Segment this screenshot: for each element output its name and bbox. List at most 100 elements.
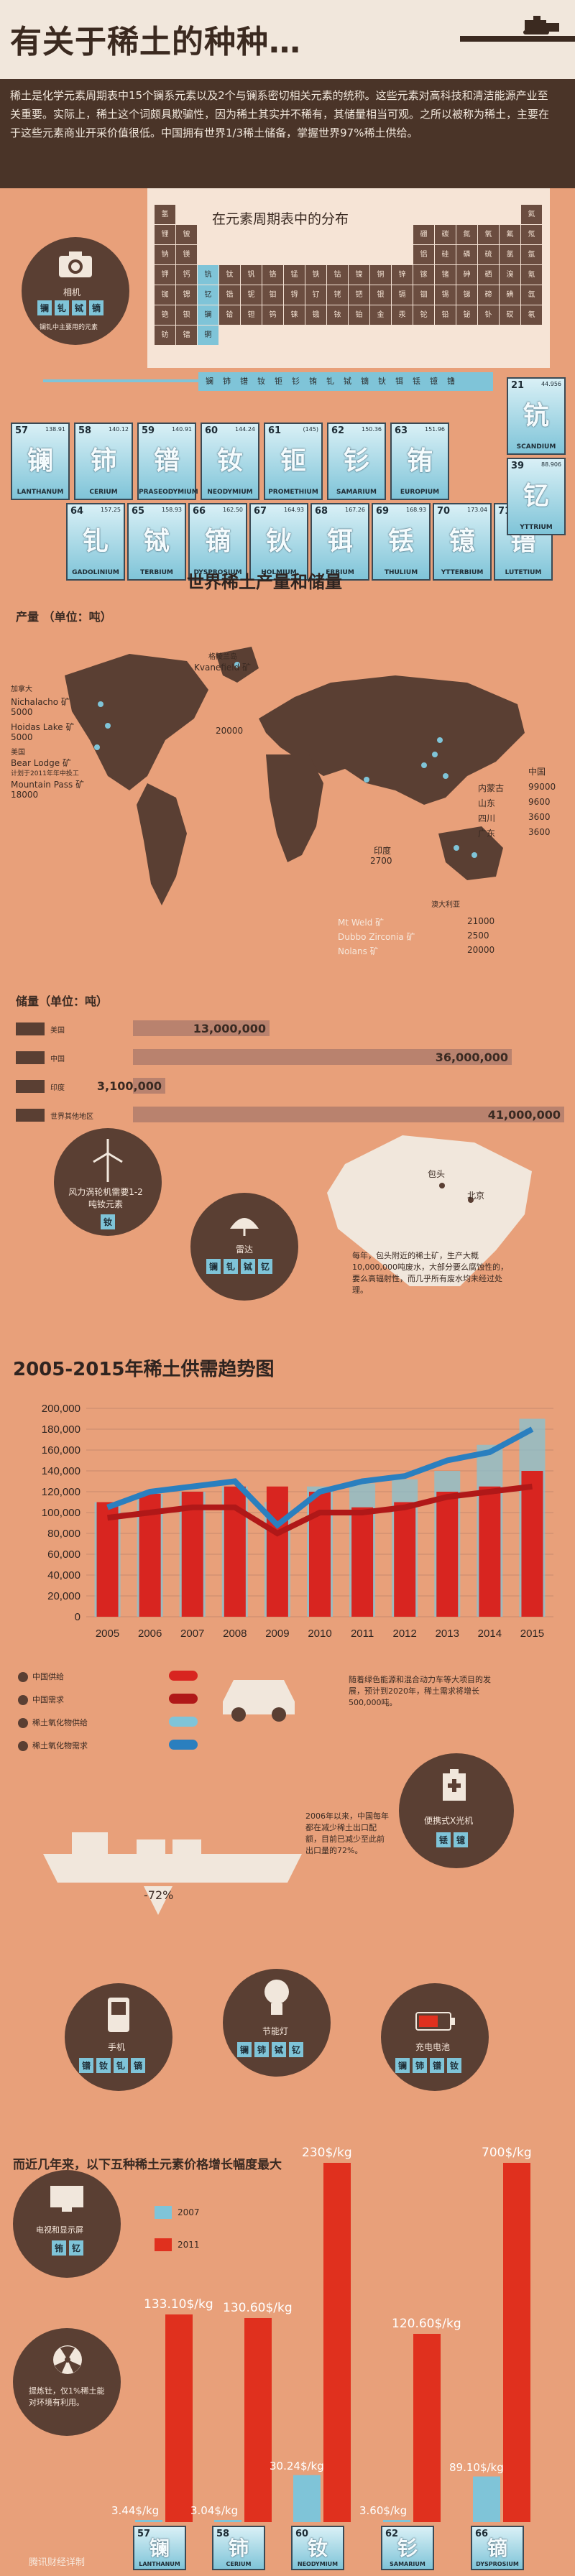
element-cell: 氢 bbox=[155, 205, 175, 224]
kvanefield-value: 20000 bbox=[216, 726, 244, 736]
element-card: 39 88.906 钇 YTTRIUM bbox=[507, 458, 566, 535]
price-bar-2011 bbox=[244, 2318, 272, 2522]
nichalacho-value: 5000 bbox=[11, 707, 33, 717]
element-symbol: 镝 bbox=[487, 2536, 507, 2560]
phone-tag: 钆 bbox=[114, 2058, 129, 2073]
camera-tag: 镧 bbox=[37, 300, 52, 315]
reserve-flag bbox=[16, 1022, 45, 1035]
element-cell: 钠 bbox=[155, 245, 175, 264]
element-mass: 140.12 bbox=[109, 426, 129, 433]
element-cell: 镓 bbox=[413, 265, 434, 285]
element-cell: 锰 bbox=[284, 265, 305, 285]
tv-tag: 铕 bbox=[52, 2240, 67, 2256]
element-number: 66 bbox=[193, 506, 206, 517]
battery-tags: 镧铈镨钕 bbox=[394, 2058, 463, 2073]
element-cell: 锌 bbox=[392, 265, 413, 285]
radar-tag: 铽 bbox=[241, 1259, 256, 1274]
legend-label: 中国供给 bbox=[32, 1672, 64, 1681]
wind-label: 风力涡轮机需要1-2吨钕元素 bbox=[68, 1187, 143, 1209]
element-card: 69 168.93 铥 THULIUM bbox=[372, 503, 431, 581]
xray-tags: 铥镱 bbox=[435, 1832, 469, 1847]
element-cell: 氙 bbox=[521, 285, 542, 305]
legend-dot bbox=[18, 1695, 28, 1705]
legend-label: 稀土氧化物供给 bbox=[32, 1718, 88, 1727]
element-mass: 88.906 bbox=[541, 461, 561, 468]
reserve-label: 储量（单位：吨） bbox=[16, 994, 109, 1008]
lanthanide-bar: 镧铈镨钕钷钐铕钆铽镝钬铒铥镱镥 bbox=[198, 372, 493, 391]
element-cell: 铅 bbox=[435, 305, 456, 325]
element-name: ERBIUM bbox=[326, 569, 354, 576]
element-card: 68 167.26 铒 ERBIUM bbox=[310, 503, 369, 581]
element-name: THULIUM bbox=[384, 569, 418, 576]
element-cell: 汞 bbox=[392, 305, 413, 325]
xray-icon bbox=[440, 1768, 469, 1806]
supply-demand-chart: 0 20,000 40,000 60,000 80,000 100,000 120,000 1… bbox=[42, 1403, 553, 1640]
china-value: 99000 bbox=[528, 782, 556, 792]
element-cell: 镁 bbox=[176, 245, 197, 264]
element-cell: 铊 bbox=[413, 305, 434, 325]
price-label-2011: 230$/kg bbox=[302, 2146, 352, 2160]
us-label: 美国 bbox=[11, 749, 25, 757]
element-cell: 铱 bbox=[327, 305, 348, 325]
element-card: 64 157.25 钆 GADOLINIUM bbox=[66, 503, 125, 581]
camera-tag: 镝 bbox=[89, 300, 104, 315]
element-symbol: 钷 bbox=[280, 446, 306, 476]
bulb-tag: 钇 bbox=[289, 2042, 304, 2057]
hoidas-label: Hoidas Lake 矿 bbox=[11, 722, 75, 732]
element-number: 57 bbox=[15, 425, 29, 436]
battery-tag: 钕 bbox=[447, 2058, 462, 2073]
element-name: TERBIUM bbox=[140, 569, 173, 576]
x-tick-label: 2013 bbox=[436, 1628, 459, 1640]
price-label-2007: 3.44$/kg bbox=[111, 2504, 160, 2517]
element-symbol: 钬 bbox=[265, 527, 292, 556]
beijing-label: 北京 bbox=[467, 1191, 485, 1201]
element-cell: 钯 bbox=[349, 285, 369, 305]
bulb-tag: 铈 bbox=[254, 2042, 270, 2057]
bear-label: Bear Lodge 矿 bbox=[11, 758, 71, 768]
element-name: SAMARIUM bbox=[390, 2561, 426, 2567]
xray-tag: 镱 bbox=[454, 1832, 469, 1847]
element-name: NEODYMIUM bbox=[207, 489, 253, 496]
element-number: 58 bbox=[216, 2529, 230, 2539]
china-province: 山东 bbox=[478, 798, 496, 808]
australia-mine: Dubbo Zirconia 矿 bbox=[338, 932, 415, 942]
title-decor-bar bbox=[460, 36, 575, 42]
y-tick-label: 200,000 bbox=[42, 1403, 80, 1415]
element-name: DYSPROSIUM bbox=[193, 569, 242, 576]
phone-tag: 镨 bbox=[79, 2058, 94, 2073]
bar-china-supply bbox=[351, 1507, 374, 1617]
element-cell: 钛 bbox=[219, 265, 240, 285]
legend-swatch bbox=[169, 1671, 198, 1681]
price-label-2011: 133.10$/kg bbox=[144, 2297, 213, 2312]
element-mass: 151.96 bbox=[425, 426, 445, 433]
element-mass: 157.25 bbox=[101, 507, 121, 513]
footer-source: 腾讯财经详制 bbox=[29, 2557, 86, 2568]
header: 有关于稀土的种种… bbox=[0, 0, 575, 79]
price-bar-2011 bbox=[413, 2334, 441, 2522]
bar-china-supply bbox=[436, 1492, 459, 1617]
line-oxide-demand bbox=[106, 1426, 534, 1529]
element-cell: 铁 bbox=[305, 265, 326, 285]
element-cell: 碘 bbox=[500, 285, 520, 305]
reserve-bar bbox=[133, 1078, 165, 1094]
wind-tags: 钕 bbox=[99, 1214, 116, 1229]
element-name: LUTETIUM bbox=[505, 569, 542, 576]
element-cell: 银 bbox=[370, 285, 391, 305]
element-mass: 173.04 bbox=[467, 507, 487, 513]
element-card: 57 138.91 镧 LANTHANUM bbox=[11, 423, 70, 500]
element-cell: 铷 bbox=[155, 285, 175, 305]
element-name: CERIUM bbox=[89, 489, 118, 496]
camera-tags: 镧钆铽镝 bbox=[36, 300, 105, 315]
x-tick-label: 2015 bbox=[520, 1628, 544, 1640]
kvanefield-label: Kvanefield 矿 bbox=[194, 663, 252, 673]
legend-dot bbox=[18, 1672, 28, 1682]
element-number: 65 bbox=[132, 506, 145, 517]
reserve-name: 美国 bbox=[50, 1027, 65, 1035]
tv-label: 电视和显示屏 bbox=[36, 2225, 83, 2235]
reserve-bar bbox=[133, 1107, 564, 1122]
element-card: 58 140.12 铈 CERIUM bbox=[74, 423, 133, 500]
price-label-2007: 3.60$/kg bbox=[359, 2504, 408, 2517]
x-tick-label: 2011 bbox=[351, 1628, 374, 1640]
x-tick-label: 2007 bbox=[180, 1628, 204, 1640]
element-symbol: 铒 bbox=[326, 527, 353, 556]
